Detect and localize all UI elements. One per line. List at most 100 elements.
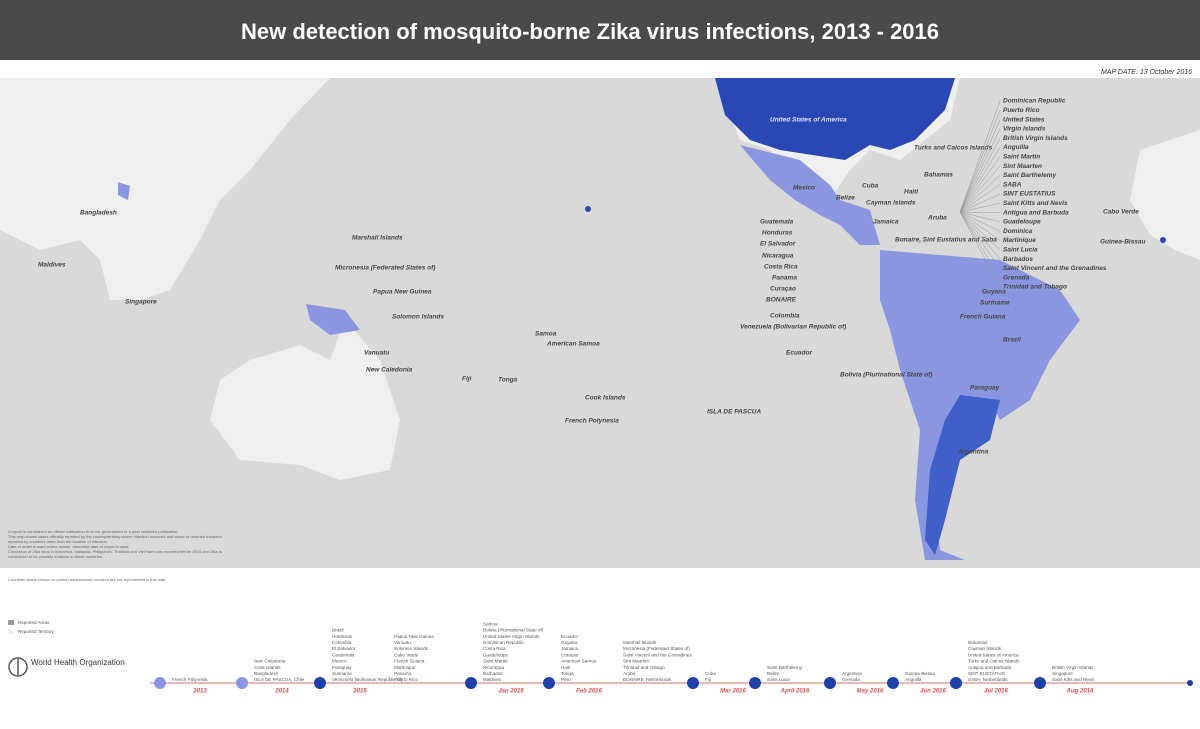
map-label: American Samoa xyxy=(546,341,600,348)
timeline-country: Guyana xyxy=(561,640,578,645)
leader-line xyxy=(959,165,1001,213)
timeline-country: BONAIRE, Netherlands xyxy=(623,677,672,682)
timeline-country: Papua New Guinea xyxy=(394,634,434,639)
map-label: Puerto Rico xyxy=(1003,107,1040,114)
timeline-period: Jun 2016 xyxy=(920,689,946,695)
timeline-period: Jan 2016 xyxy=(498,689,524,695)
note: Date of onset is used where known, other… xyxy=(8,544,129,549)
timeline-country: Tonga xyxy=(561,671,574,676)
affected-areas xyxy=(118,78,1166,560)
timeline-country: Brazil xyxy=(332,628,344,633)
map-label: Singapore xyxy=(125,299,157,306)
map-label: Martinique xyxy=(1003,237,1036,244)
timeline-country: Bangladesh xyxy=(254,671,279,676)
timeline-country: Saint Kitts and Nevis xyxy=(1052,677,1095,682)
timeline-dot xyxy=(236,677,248,689)
timeline-country: American Samoa xyxy=(561,659,597,664)
timeline-country: United States of America xyxy=(968,652,1019,657)
leader-line xyxy=(959,203,1001,213)
map-label: Saint Martin xyxy=(1003,154,1040,161)
map-label: Aruba xyxy=(927,215,947,222)
timeline-country: Solomon Islands xyxy=(394,646,429,651)
note: considered to be possibly endemic in the… xyxy=(8,554,103,559)
timeline-country: Peru xyxy=(561,677,571,682)
leader-line xyxy=(959,119,1001,213)
timeline-end xyxy=(1187,680,1193,686)
timeline-country: Saint Vincent and the Grenadines xyxy=(623,652,692,657)
map-label: Ecuador xyxy=(786,350,812,357)
timeline-country: Suriname xyxy=(332,671,352,676)
map-label: SABA xyxy=(1003,181,1022,188)
map-label: ISLA DE PASCUA xyxy=(707,409,761,416)
timeline-country: ISLA DE PASCUA, Chile xyxy=(254,677,305,682)
timeline-dot xyxy=(1034,677,1046,689)
timeline-country: Marshall Islands xyxy=(623,640,657,645)
timeline-country: Fiji xyxy=(705,677,711,682)
title: New detection of mosquito-borne Zika vir… xyxy=(241,19,939,44)
timeline-dot xyxy=(314,677,326,689)
map-label: Haiti xyxy=(904,189,918,196)
legend-label: Reported Territory xyxy=(18,629,55,634)
leader-line xyxy=(959,100,1001,213)
map-label: Barbados xyxy=(1003,256,1033,263)
timeline-country: Guatemala xyxy=(332,652,355,657)
timeline-country: Belize xyxy=(767,671,780,676)
map-label: Vanuatu xyxy=(364,350,389,357)
map-label: French Polynesia xyxy=(565,418,619,425)
timeline-country: Maldives xyxy=(483,677,502,682)
timeline-country: Saint Lucia xyxy=(767,677,790,682)
leader-line xyxy=(959,184,1001,213)
timeline-dot xyxy=(465,677,477,689)
timeline-country: Venezuela (Bolivarian Republic of) xyxy=(332,677,403,682)
map-label: Micronesia (Federated States of) xyxy=(335,265,435,272)
map-label: Dominica xyxy=(1003,228,1033,235)
timeline-country: French Guiana xyxy=(394,659,425,664)
leader-line xyxy=(959,211,1001,232)
note: A report is considered an official notif… xyxy=(8,529,178,534)
timeline-dot xyxy=(887,677,899,689)
map-label: Panama xyxy=(772,275,797,282)
timeline-country: Vanuatu xyxy=(394,640,411,645)
map-label: Solomon Islands xyxy=(392,314,444,321)
leader-line xyxy=(959,128,1001,213)
map-label: Honduras xyxy=(762,230,793,237)
timeline-country: British Virgin Islands xyxy=(1052,665,1094,670)
timeline-country: Nicaragua xyxy=(483,665,504,670)
map-label: Argentina xyxy=(957,449,989,456)
timeline-dot xyxy=(543,677,555,689)
map-label: El Salvador xyxy=(760,241,796,248)
leader-line xyxy=(959,211,1001,269)
timeline-dot xyxy=(154,677,166,689)
leader-line xyxy=(959,211,1001,241)
timeline-country: French Polynesia xyxy=(172,677,208,682)
map-label: Nicaragua xyxy=(762,253,794,260)
map-label: SINT EUSTATIUS xyxy=(1003,191,1056,198)
timeline-dot xyxy=(950,677,962,689)
timeline-country: Turks and Caicos Islands xyxy=(968,659,1020,664)
note: Countries where person-to-person transmi… xyxy=(8,577,167,582)
map-label: Bangladesh xyxy=(80,210,117,217)
map-label: Sint Maarten xyxy=(1003,163,1042,170)
legend-swatch xyxy=(8,629,14,634)
timeline-country: SABA, Netherlands xyxy=(968,677,1008,682)
timeline-country: Trinidad and Tobago xyxy=(623,665,665,670)
map-label: Suriname xyxy=(980,300,1010,307)
map-label: Mexico xyxy=(793,185,815,192)
timeline-country: Saint Martin xyxy=(483,659,508,664)
map-label: Curaçao xyxy=(770,286,796,293)
map-label: Papua New Guinea xyxy=(373,289,432,296)
timeline-country: Anguilla xyxy=(905,677,922,682)
timeline-country: SINT EUSTATIUS xyxy=(968,671,1005,676)
leader-line xyxy=(959,156,1001,213)
timeline-country: Panama xyxy=(394,671,412,676)
map-label: Colombia xyxy=(770,313,800,320)
map-label: Belize xyxy=(836,195,855,202)
map-label: Samoa xyxy=(535,331,557,338)
map-label: Virgin Islands xyxy=(1003,126,1046,133)
timeline-period: 2014 xyxy=(274,689,289,695)
timeline-country: Honduras xyxy=(332,634,353,639)
leader-line xyxy=(959,211,1001,223)
map-label: Guinea-Bissau xyxy=(1100,239,1146,246)
timeline-country: Grenada xyxy=(842,677,860,682)
timeline-country: Guinea-Bissau xyxy=(905,671,936,676)
